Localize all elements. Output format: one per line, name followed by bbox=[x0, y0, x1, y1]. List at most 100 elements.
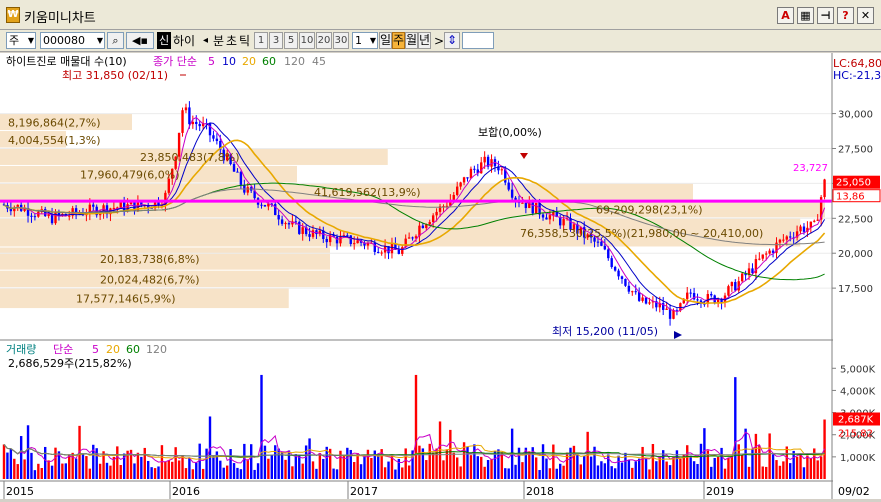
candle-body bbox=[740, 273, 744, 282]
volume-bar bbox=[174, 447, 177, 479]
interval-minute[interactable]: 분 bbox=[213, 34, 225, 48]
market-type-select[interactable]: 주 ▼ bbox=[6, 32, 36, 49]
chevron-down-icon: ▼ bbox=[27, 36, 34, 45]
volume-tick-label: 2,000K bbox=[840, 431, 876, 442]
candle-body bbox=[497, 166, 500, 171]
volume-bar bbox=[562, 465, 565, 479]
candle-body bbox=[122, 201, 126, 211]
close-button[interactable]: ✕ bbox=[857, 7, 874, 24]
candle-body bbox=[459, 182, 462, 187]
volume-bar bbox=[727, 457, 730, 479]
candle-body bbox=[57, 212, 61, 216]
candle-body bbox=[332, 234, 335, 237]
candle-body bbox=[13, 207, 16, 212]
volume-bar bbox=[181, 455, 184, 479]
volume-bar bbox=[98, 463, 102, 479]
volume-bar bbox=[236, 467, 239, 479]
volume-bar bbox=[576, 454, 579, 479]
volume-chart-name: 거래량 bbox=[6, 343, 36, 356]
pin-button[interactable]: ⊣ bbox=[817, 7, 834, 24]
left-arrow-icon[interactable]: ◂ bbox=[203, 35, 209, 46]
volume-bar bbox=[414, 374, 418, 479]
period-month[interactable]: 월 bbox=[405, 32, 418, 49]
candle-body bbox=[710, 293, 713, 296]
chevron-down-icon: ▼ bbox=[369, 36, 376, 45]
volume-bar bbox=[686, 445, 689, 479]
candle-body bbox=[308, 234, 311, 237]
volume-bar bbox=[119, 465, 122, 479]
minute-option-30[interactable]: 30 bbox=[333, 32, 349, 49]
candle-body bbox=[236, 171, 239, 173]
extra-input[interactable] bbox=[462, 32, 494, 49]
candle-body bbox=[394, 243, 397, 250]
volume-bar bbox=[723, 468, 727, 479]
volume-bar bbox=[442, 460, 445, 479]
volume-bar bbox=[476, 456, 479, 479]
volume-bar bbox=[593, 446, 596, 479]
volume-bar bbox=[785, 446, 788, 479]
volume-bar bbox=[78, 425, 81, 479]
volume-bar bbox=[531, 447, 534, 479]
volume-bar bbox=[109, 465, 112, 479]
candle-body bbox=[637, 291, 641, 301]
candle-body bbox=[589, 234, 593, 238]
volume-ma-60: 60 bbox=[126, 343, 140, 356]
volume-bar bbox=[813, 448, 816, 479]
right-arrow-icon[interactable]: > bbox=[434, 34, 445, 48]
chart-panel[interactable]: 8,196,864(2,7%) 4,004,554(1,3%) 23,850,483… bbox=[0, 53, 881, 499]
volume-bar bbox=[627, 460, 631, 479]
volume-bar bbox=[157, 466, 160, 479]
interval-second[interactable]: 초 bbox=[226, 34, 238, 48]
band-label: 76,358,530(25,5%)(21,980,00 ~ 20,410,00) bbox=[520, 227, 763, 240]
candle-body bbox=[651, 301, 655, 303]
volume-bar bbox=[201, 468, 205, 479]
volume-bar bbox=[308, 438, 311, 479]
speaker-icon[interactable]: ◀▪ bbox=[126, 32, 154, 49]
minute-option-5[interactable]: 5 bbox=[284, 32, 298, 49]
help-button[interactable]: ? bbox=[837, 7, 854, 24]
candle-body bbox=[634, 291, 637, 293]
candle-body bbox=[9, 208, 13, 212]
volume-bar bbox=[239, 469, 243, 479]
candle-body bbox=[720, 299, 723, 303]
candle-body bbox=[184, 107, 188, 111]
band-label: 8,196,864(2,7%) bbox=[8, 116, 101, 129]
period-day[interactable]: 일 bbox=[379, 32, 392, 49]
minute-option-20[interactable]: 20 bbox=[316, 32, 332, 49]
period-week[interactable]: 주 bbox=[392, 32, 405, 49]
volume-bar bbox=[328, 448, 332, 479]
candle-body bbox=[438, 206, 442, 212]
period-year[interactable]: 년 bbox=[418, 32, 431, 49]
minute-option-3[interactable]: 3 bbox=[269, 32, 283, 49]
chart-canvas[interactable]: 8,196,864(2,7%) 4,004,554(1,3%) 23,850,483… bbox=[0, 53, 881, 499]
candle-body bbox=[469, 168, 473, 179]
candle-body bbox=[177, 132, 181, 157]
candle-body bbox=[765, 253, 768, 255]
volume-bar bbox=[662, 450, 665, 479]
volume-bar bbox=[699, 443, 703, 479]
minute-option-10[interactable]: 10 bbox=[299, 32, 315, 49]
band-label: 20,024,482(6,7%) bbox=[100, 273, 200, 286]
candle-body bbox=[600, 241, 603, 246]
count-select[interactable]: 1 ▼ bbox=[352, 32, 378, 49]
volume-bar bbox=[716, 457, 720, 479]
interval-tick[interactable]: 틱 bbox=[239, 34, 251, 48]
chevron-down-icon: ▼ bbox=[96, 36, 103, 45]
minute-option-1[interactable]: 1 bbox=[254, 32, 268, 49]
magnifier-icon[interactable]: ⌕ bbox=[107, 32, 124, 49]
volume-bar bbox=[404, 448, 407, 479]
candle-body bbox=[603, 245, 607, 250]
candle-body bbox=[689, 292, 692, 294]
volume-bar bbox=[346, 447, 349, 479]
volume-bar bbox=[607, 454, 610, 479]
volume-bar bbox=[387, 461, 390, 479]
volume-bar bbox=[418, 445, 421, 479]
volume-bar bbox=[270, 454, 273, 479]
x-axis-label: 2018 bbox=[526, 485, 554, 498]
text-tool-button[interactable]: A bbox=[777, 7, 794, 24]
updown-arrow-icon[interactable]: ⇕ bbox=[444, 32, 460, 49]
band-label: 20,183,738(6,8%) bbox=[100, 253, 200, 266]
candle-body bbox=[335, 236, 339, 244]
layout-button[interactable]: ▦ bbox=[797, 7, 814, 24]
stock-code-input[interactable]: 000080 ▼ bbox=[40, 32, 105, 49]
